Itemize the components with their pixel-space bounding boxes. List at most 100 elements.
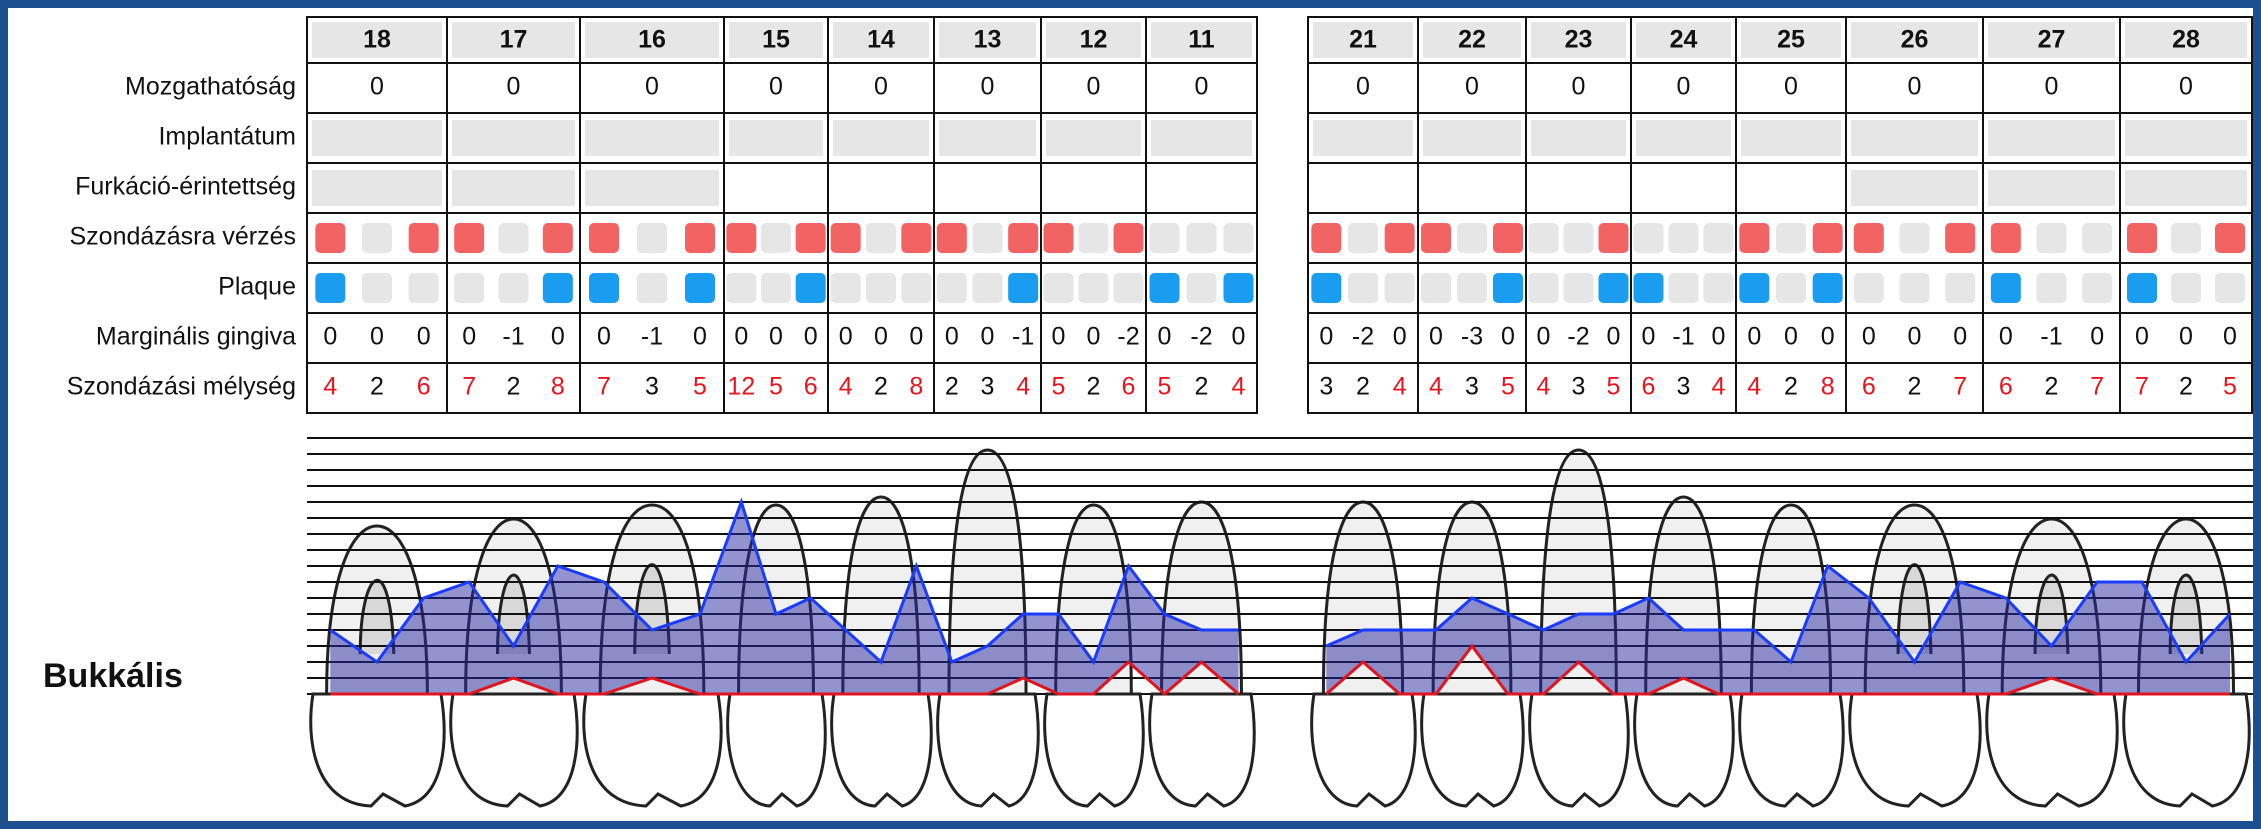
plaque-site[interactable] — [1150, 273, 1180, 303]
bleeding-site[interactable] — [796, 223, 826, 253]
plaque-site[interactable] — [796, 273, 826, 303]
bleeding-site[interactable] — [1776, 223, 1806, 253]
plaque-site[interactable] — [1945, 273, 1975, 303]
plaque-site[interactable] — [937, 273, 967, 303]
bleeding-site[interactable] — [1348, 223, 1378, 253]
plaque-site[interactable] — [2215, 273, 2245, 303]
bleeding-site[interactable] — [1044, 223, 1074, 253]
plaque-site[interactable] — [1704, 273, 1734, 303]
bleeding-site[interactable] — [1704, 223, 1734, 253]
plaque-site[interactable] — [685, 273, 715, 303]
plaque-site[interactable] — [866, 273, 896, 303]
plaque-site[interactable] — [1311, 273, 1341, 303]
plaque-site[interactable] — [1385, 273, 1415, 303]
margin-value: -2 — [1352, 323, 1374, 351]
bleeding-site[interactable] — [1311, 223, 1341, 253]
bleeding-site[interactable] — [1150, 223, 1180, 253]
bleeding-site[interactable] — [1421, 223, 1451, 253]
plaque-site[interactable] — [315, 273, 345, 303]
bleeding-site[interactable] — [937, 223, 967, 253]
bleeding-site[interactable] — [1114, 223, 1144, 253]
plaque-site[interactable] — [901, 273, 931, 303]
plaque-site[interactable] — [1813, 273, 1843, 303]
plaque-site[interactable] — [2171, 273, 2201, 303]
bleeding-site[interactable] — [1813, 223, 1843, 253]
plaque-site[interactable] — [1187, 273, 1217, 303]
bleeding-site[interactable] — [1187, 223, 1217, 253]
bleeding-site[interactable] — [1669, 223, 1699, 253]
bleeding-site[interactable] — [1599, 223, 1629, 253]
plaque-site[interactable] — [589, 273, 619, 303]
bleeding-site[interactable] — [1493, 223, 1523, 253]
bleeding-site[interactable] — [685, 223, 715, 253]
bleeding-site[interactable] — [831, 223, 861, 253]
bleeding-site[interactable] — [2215, 223, 2245, 253]
bleeding-site[interactable] — [1008, 223, 1038, 253]
bleeding-site[interactable] — [1529, 223, 1559, 253]
plaque-site[interactable] — [1224, 273, 1254, 303]
bleeding-site[interactable] — [1079, 223, 1109, 253]
plaque-site[interactable] — [726, 273, 756, 303]
plaque-site[interactable] — [1493, 273, 1523, 303]
bleeding-site[interactable] — [1945, 223, 1975, 253]
plaque-site[interactable] — [1599, 273, 1629, 303]
bleeding-site[interactable] — [761, 223, 791, 253]
bleeding-site[interactable] — [1900, 223, 1930, 253]
plaque-site[interactable] — [1079, 273, 1109, 303]
plaque-site[interactable] — [1044, 273, 1074, 303]
bleeding-site[interactable] — [499, 223, 529, 253]
margin-value: -2 — [1117, 323, 1139, 351]
margin-value: 0 — [734, 323, 748, 351]
bleeding-site[interactable] — [901, 223, 931, 253]
plaque-site[interactable] — [761, 273, 791, 303]
bleeding-site[interactable] — [2082, 223, 2112, 253]
plaque-site[interactable] — [362, 273, 392, 303]
bleeding-site[interactable] — [362, 223, 392, 253]
plaque-site[interactable] — [1634, 273, 1664, 303]
bleeding-site[interactable] — [1739, 223, 1769, 253]
bleeding-site[interactable] — [2127, 223, 2157, 253]
plaque-site[interactable] — [973, 273, 1003, 303]
bleeding-site[interactable] — [726, 223, 756, 253]
plaque-site[interactable] — [543, 273, 573, 303]
bleeding-site[interactable] — [1457, 223, 1487, 253]
bleeding-site[interactable] — [543, 223, 573, 253]
plaque-site[interactable] — [454, 273, 484, 303]
plaque-site[interactable] — [1739, 273, 1769, 303]
plaque-site[interactable] — [1991, 273, 2021, 303]
plaque-site[interactable] — [1348, 273, 1378, 303]
plaque-site[interactable] — [2037, 273, 2067, 303]
bleeding-site[interactable] — [1991, 223, 2021, 253]
plaque-site[interactable] — [1776, 273, 1806, 303]
bleeding-site[interactable] — [637, 223, 667, 253]
bleeding-site[interactable] — [315, 223, 345, 253]
bleeding-site[interactable] — [866, 223, 896, 253]
plaque-site[interactable] — [499, 273, 529, 303]
plaque-site[interactable] — [1421, 273, 1451, 303]
bleeding-site[interactable] — [1224, 223, 1254, 253]
bleeding-site[interactable] — [973, 223, 1003, 253]
plaque-site[interactable] — [831, 273, 861, 303]
bleeding-site[interactable] — [1854, 223, 1884, 253]
plaque-site[interactable] — [637, 273, 667, 303]
bleeding-site[interactable] — [409, 223, 439, 253]
plaque-site[interactable] — [1008, 273, 1038, 303]
bleeding-site[interactable] — [1564, 223, 1594, 253]
plaque-site[interactable] — [1564, 273, 1594, 303]
plaque-site[interactable] — [1669, 273, 1699, 303]
bleeding-site[interactable] — [1385, 223, 1415, 253]
bleeding-site[interactable] — [589, 223, 619, 253]
plaque-site[interactable] — [1114, 273, 1144, 303]
bleeding-site[interactable] — [454, 223, 484, 253]
plaque-site[interactable] — [1900, 273, 1930, 303]
crown — [1045, 694, 1144, 806]
bleeding-site[interactable] — [2171, 223, 2201, 253]
plaque-site[interactable] — [2082, 273, 2112, 303]
bleeding-site[interactable] — [2037, 223, 2067, 253]
bleeding-site[interactable] — [1634, 223, 1664, 253]
plaque-site[interactable] — [1854, 273, 1884, 303]
plaque-site[interactable] — [409, 273, 439, 303]
plaque-site[interactable] — [2127, 273, 2157, 303]
plaque-site[interactable] — [1457, 273, 1487, 303]
plaque-site[interactable] — [1529, 273, 1559, 303]
